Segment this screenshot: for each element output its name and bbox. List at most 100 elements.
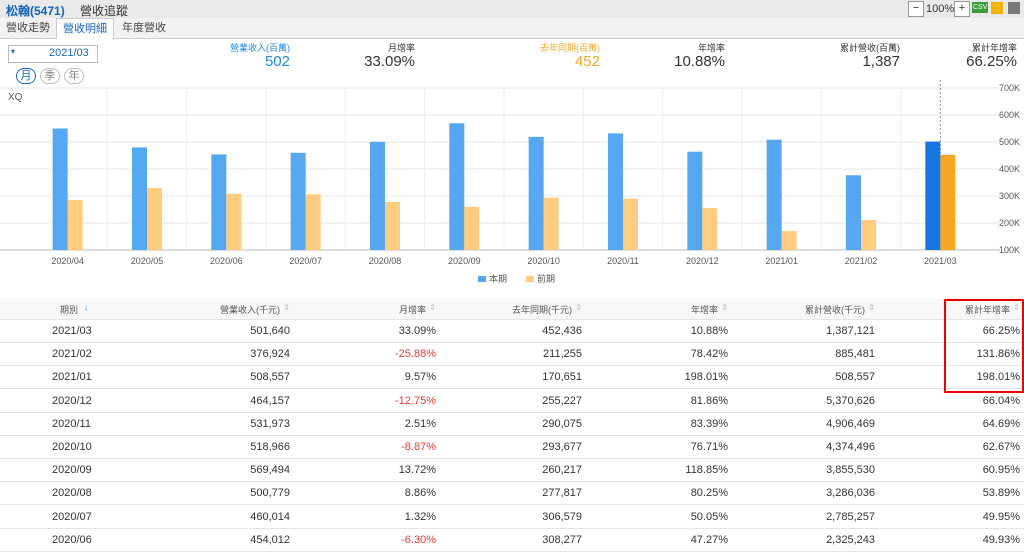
table-cell: 500,779	[250, 487, 290, 500]
period-button[interactable]: 月	[16, 68, 36, 84]
bar	[608, 133, 623, 250]
table-cell: 80.25%	[690, 487, 728, 500]
table-cell: 9.57%	[404, 371, 436, 384]
chart-label: XQ	[8, 92, 23, 103]
table-cell: 8.86%	[404, 487, 436, 500]
bar	[67, 200, 83, 250]
bar	[925, 141, 941, 250]
column-header[interactable]: 累計年增率	[964, 305, 1010, 315]
table-cell: 66.25%	[982, 325, 1020, 337]
table-cell: 2021/02	[52, 348, 92, 361]
zoom-out[interactable]: −	[908, 1, 924, 17]
sort-icon: ⇕	[721, 303, 728, 312]
tab[interactable]: 年度營收	[122, 22, 166, 34]
table-cell: 2020/11	[52, 417, 91, 430]
csv-button[interactable]: CSV	[972, 2, 989, 13]
table-row: 2020/09 569,494 13.72% 260,217 118.85% 3,855,…	[0, 459, 1024, 483]
period-button[interactable]: 年	[64, 68, 84, 84]
column-header[interactable]: 累計營收(千元)	[805, 305, 865, 315]
table-cell: 50.05%	[690, 510, 728, 523]
bar	[861, 219, 876, 250]
table-row: 2021/02 376,924 -25.88% 211,255 78.42% 885,48…	[0, 343, 1024, 367]
period-button[interactable]: 季	[40, 68, 60, 84]
column-header[interactable]: 去年同期(千元)	[512, 305, 572, 315]
y-tick-label: 100K	[999, 245, 1020, 255]
legend-label: 本期	[489, 273, 507, 284]
table-cell: 60.95%	[982, 464, 1020, 477]
x-tick-label: 2020/06	[210, 256, 243, 266]
table-cell: 3,286,036	[826, 487, 875, 500]
summary-label: 去年同期(百萬)	[540, 43, 600, 53]
date-select[interactable]: ▾ 2021/03	[8, 45, 98, 63]
tab[interactable]: 營收明細	[56, 18, 114, 39]
sort-icon: ⇕	[283, 303, 290, 312]
table-cell: 452,436	[542, 325, 582, 337]
bar	[385, 201, 400, 250]
x-tick-label: 2021/01	[765, 256, 798, 266]
table-cell: -8.87%	[401, 441, 436, 453]
table-row: 2021/01 508,557 9.57% 170,651 198.01% 508,557…	[0, 366, 1024, 390]
table-row: 2020/12 464,157 -12.75% 255,227 81.86% 5,370,…	[0, 389, 1024, 413]
table-cell: 501,640	[250, 325, 290, 337]
column-header[interactable]: 營業收入(千元)	[220, 305, 280, 315]
sort-icon: ⇕	[575, 303, 582, 312]
zoom-in[interactable]: +	[954, 1, 970, 17]
legend-label: 前期	[537, 273, 555, 284]
table-cell: 5,370,626	[826, 394, 875, 407]
x-tick-label: 2020/07	[289, 256, 322, 266]
stock-title: 松翰(5471)	[6, 4, 65, 18]
summary-label: 年增率	[697, 43, 725, 53]
table-row: 2020/07 460,014 1.32% 306,579 50.05% 2,785,25…	[0, 505, 1024, 529]
x-tick-label: 2020/09	[448, 256, 481, 266]
bar	[226, 193, 242, 250]
bar	[305, 194, 321, 250]
table-row: 2020/11 531,973 2.51% 290,075 83.39% 4,906,46…	[0, 412, 1024, 436]
y-tick-label: 500K	[999, 137, 1020, 147]
table-cell: 198.01%	[976, 371, 1020, 384]
table-cell: 62.67%	[982, 441, 1020, 453]
bar	[702, 208, 718, 250]
sort-icon: ⇕	[429, 303, 436, 312]
table-cell: 255,227	[542, 394, 582, 407]
table-cell: 508,557	[250, 371, 290, 384]
column-header[interactable]: 月增率	[398, 305, 426, 315]
title-bar: 松翰(5471) 營收追蹤 − 100% + CSV	[0, 0, 1024, 18]
bar	[781, 230, 797, 250]
table-cell: -12.75%	[395, 394, 436, 407]
y-tick-label: 200K	[999, 218, 1020, 228]
page-title: 營收追蹤	[80, 4, 129, 18]
table-cell: 1.32%	[404, 510, 436, 523]
y-tick-label: 400K	[999, 164, 1020, 174]
bar	[449, 123, 465, 250]
column-header[interactable]: 年增率	[690, 305, 718, 315]
table-cell: 53.89%	[982, 487, 1020, 500]
y-tick-label: 600K	[999, 110, 1020, 120]
summary-value: 10.88%	[674, 53, 725, 70]
highlight-box	[944, 299, 1024, 393]
bar	[290, 152, 306, 250]
summary-value: 66.25%	[966, 53, 1017, 70]
summary-label: 月增率	[387, 43, 415, 53]
table-cell: 47.27%	[690, 533, 728, 546]
print-button[interactable]	[1008, 2, 1020, 14]
table-cell: -25.88%	[395, 348, 436, 361]
table-cell: 2020/10	[52, 441, 92, 453]
table-cell: 211,255	[543, 348, 582, 361]
x-tick-label: 2020/04	[51, 256, 84, 266]
table-cell: 78.42%	[690, 348, 728, 361]
table-cell: -6.30%	[401, 533, 436, 546]
bar	[147, 187, 162, 250]
table-cell: 464,157	[250, 394, 290, 407]
lock-button[interactable]	[991, 2, 1003, 14]
summary-value: 502	[264, 53, 290, 70]
table-cell: 508,557	[835, 371, 875, 384]
tab[interactable]: 營收走勢	[6, 22, 50, 34]
table-cell: 2.51%	[404, 417, 436, 430]
tab-bar: 營收走勢 營收明細 年度營收	[0, 18, 1024, 39]
summary-value: 452	[574, 53, 600, 70]
bar	[52, 128, 68, 250]
table-cell: 33.09%	[398, 325, 436, 337]
column-header[interactable]: 期別	[60, 305, 79, 315]
x-tick-label: 2020/11	[607, 256, 639, 266]
table-cell: 170,651	[542, 371, 582, 384]
